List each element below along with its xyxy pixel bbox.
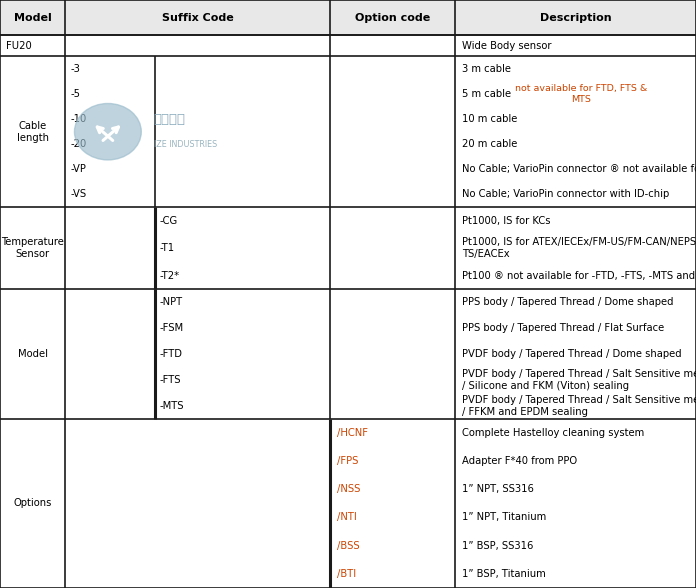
Text: /BSS: /BSS <box>337 540 360 551</box>
Text: Pt1000, IS for KCs: Pt1000, IS for KCs <box>462 216 551 226</box>
Circle shape <box>74 103 141 160</box>
Text: Pt100 ® not available for -FTD, -FTS, -MTS and -VS: Pt100 ® not available for -FTD, -FTS, -M… <box>462 270 696 280</box>
Text: Options: Options <box>13 498 52 509</box>
Text: Pt1000, IS for ATEX/IECEx/FM-US/FM-CAN/NEPSI/PESO/
TS/EACEx: Pt1000, IS for ATEX/IECEx/FM-US/FM-CAN/N… <box>462 238 696 259</box>
Text: -20: -20 <box>70 139 86 149</box>
Text: -MTS: -MTS <box>159 400 184 411</box>
Text: -10: -10 <box>70 114 86 124</box>
Text: /BTI: /BTI <box>337 569 356 579</box>
Text: -VS: -VS <box>70 189 86 199</box>
Text: -NPT: -NPT <box>159 297 182 308</box>
Text: /NTI: /NTI <box>337 512 356 523</box>
Text: PVDF body / Tapered Thread / Salt Sensitive membrane
/ Silicone and FKM (Viton) : PVDF body / Tapered Thread / Salt Sensit… <box>462 369 696 390</box>
Text: IZE INDUSTRIES: IZE INDUSTRIES <box>154 140 217 149</box>
Text: 20 m cable: 20 m cable <box>462 139 518 149</box>
Polygon shape <box>0 0 696 35</box>
Text: 爱泽工业: 爱泽工业 <box>154 113 186 126</box>
Text: 10 m cable: 10 m cable <box>462 114 518 124</box>
Text: Model: Model <box>14 12 52 23</box>
Text: Cable
length: Cable length <box>17 121 49 142</box>
Text: FU20: FU20 <box>6 41 31 51</box>
Text: 5 m cable: 5 m cable <box>462 89 512 99</box>
Text: Adapter F*40 from PPO: Adapter F*40 from PPO <box>462 456 577 466</box>
Text: Option code: Option code <box>355 12 430 23</box>
Text: PVDF body / Tapered Thread / Dome shaped: PVDF body / Tapered Thread / Dome shaped <box>462 349 682 359</box>
Text: 1” NPT, SS316: 1” NPT, SS316 <box>462 484 534 495</box>
Text: PPS body / Tapered Thread / Dome shaped: PPS body / Tapered Thread / Dome shaped <box>462 297 674 308</box>
Text: Complete Hastelloy cleaning system: Complete Hastelloy cleaning system <box>462 427 644 438</box>
Text: 1” BSP, Titanium: 1” BSP, Titanium <box>462 569 546 579</box>
Text: PVDF body / Tapered Thread / Salt Sensitive membrane
/ FFKM and EPDM sealing: PVDF body / Tapered Thread / Salt Sensit… <box>462 395 696 416</box>
Text: Wide Body sensor: Wide Body sensor <box>462 41 552 51</box>
Text: -FTD: -FTD <box>159 349 182 359</box>
Text: -CG: -CG <box>159 216 177 226</box>
Text: -T1: -T1 <box>159 243 175 253</box>
Text: /FPS: /FPS <box>337 456 358 466</box>
Text: Temperature
Sensor: Temperature Sensor <box>1 238 64 259</box>
Text: 3 m cable: 3 m cable <box>462 64 511 74</box>
Text: /NSS: /NSS <box>337 484 361 495</box>
Text: /HCNF: /HCNF <box>337 427 368 438</box>
Text: -T2*: -T2* <box>159 270 180 280</box>
Text: 1” BSP, SS316: 1” BSP, SS316 <box>462 540 534 551</box>
Text: -3: -3 <box>70 64 80 74</box>
Text: Suffix Code: Suffix Code <box>161 12 234 23</box>
Text: PPS body / Tapered Thread / Flat Surface: PPS body / Tapered Thread / Flat Surface <box>462 323 665 333</box>
Text: not available for FTD, FTS &
MTS: not available for FTD, FTS & MTS <box>515 85 647 103</box>
Text: -5: -5 <box>70 89 80 99</box>
Text: No Cable; VarioPin connector ® not available for MTS: No Cable; VarioPin connector ® not avail… <box>462 164 696 175</box>
Text: -FTS: -FTS <box>159 375 181 385</box>
Text: 1” NPT, Titanium: 1” NPT, Titanium <box>462 512 546 523</box>
Text: No Cable; VarioPin connector with ID-chip: No Cable; VarioPin connector with ID-chi… <box>462 189 670 199</box>
Text: Model: Model <box>17 349 48 359</box>
Text: -FSM: -FSM <box>159 323 184 333</box>
Text: Description: Description <box>540 12 611 23</box>
Text: -VP: -VP <box>70 164 86 175</box>
